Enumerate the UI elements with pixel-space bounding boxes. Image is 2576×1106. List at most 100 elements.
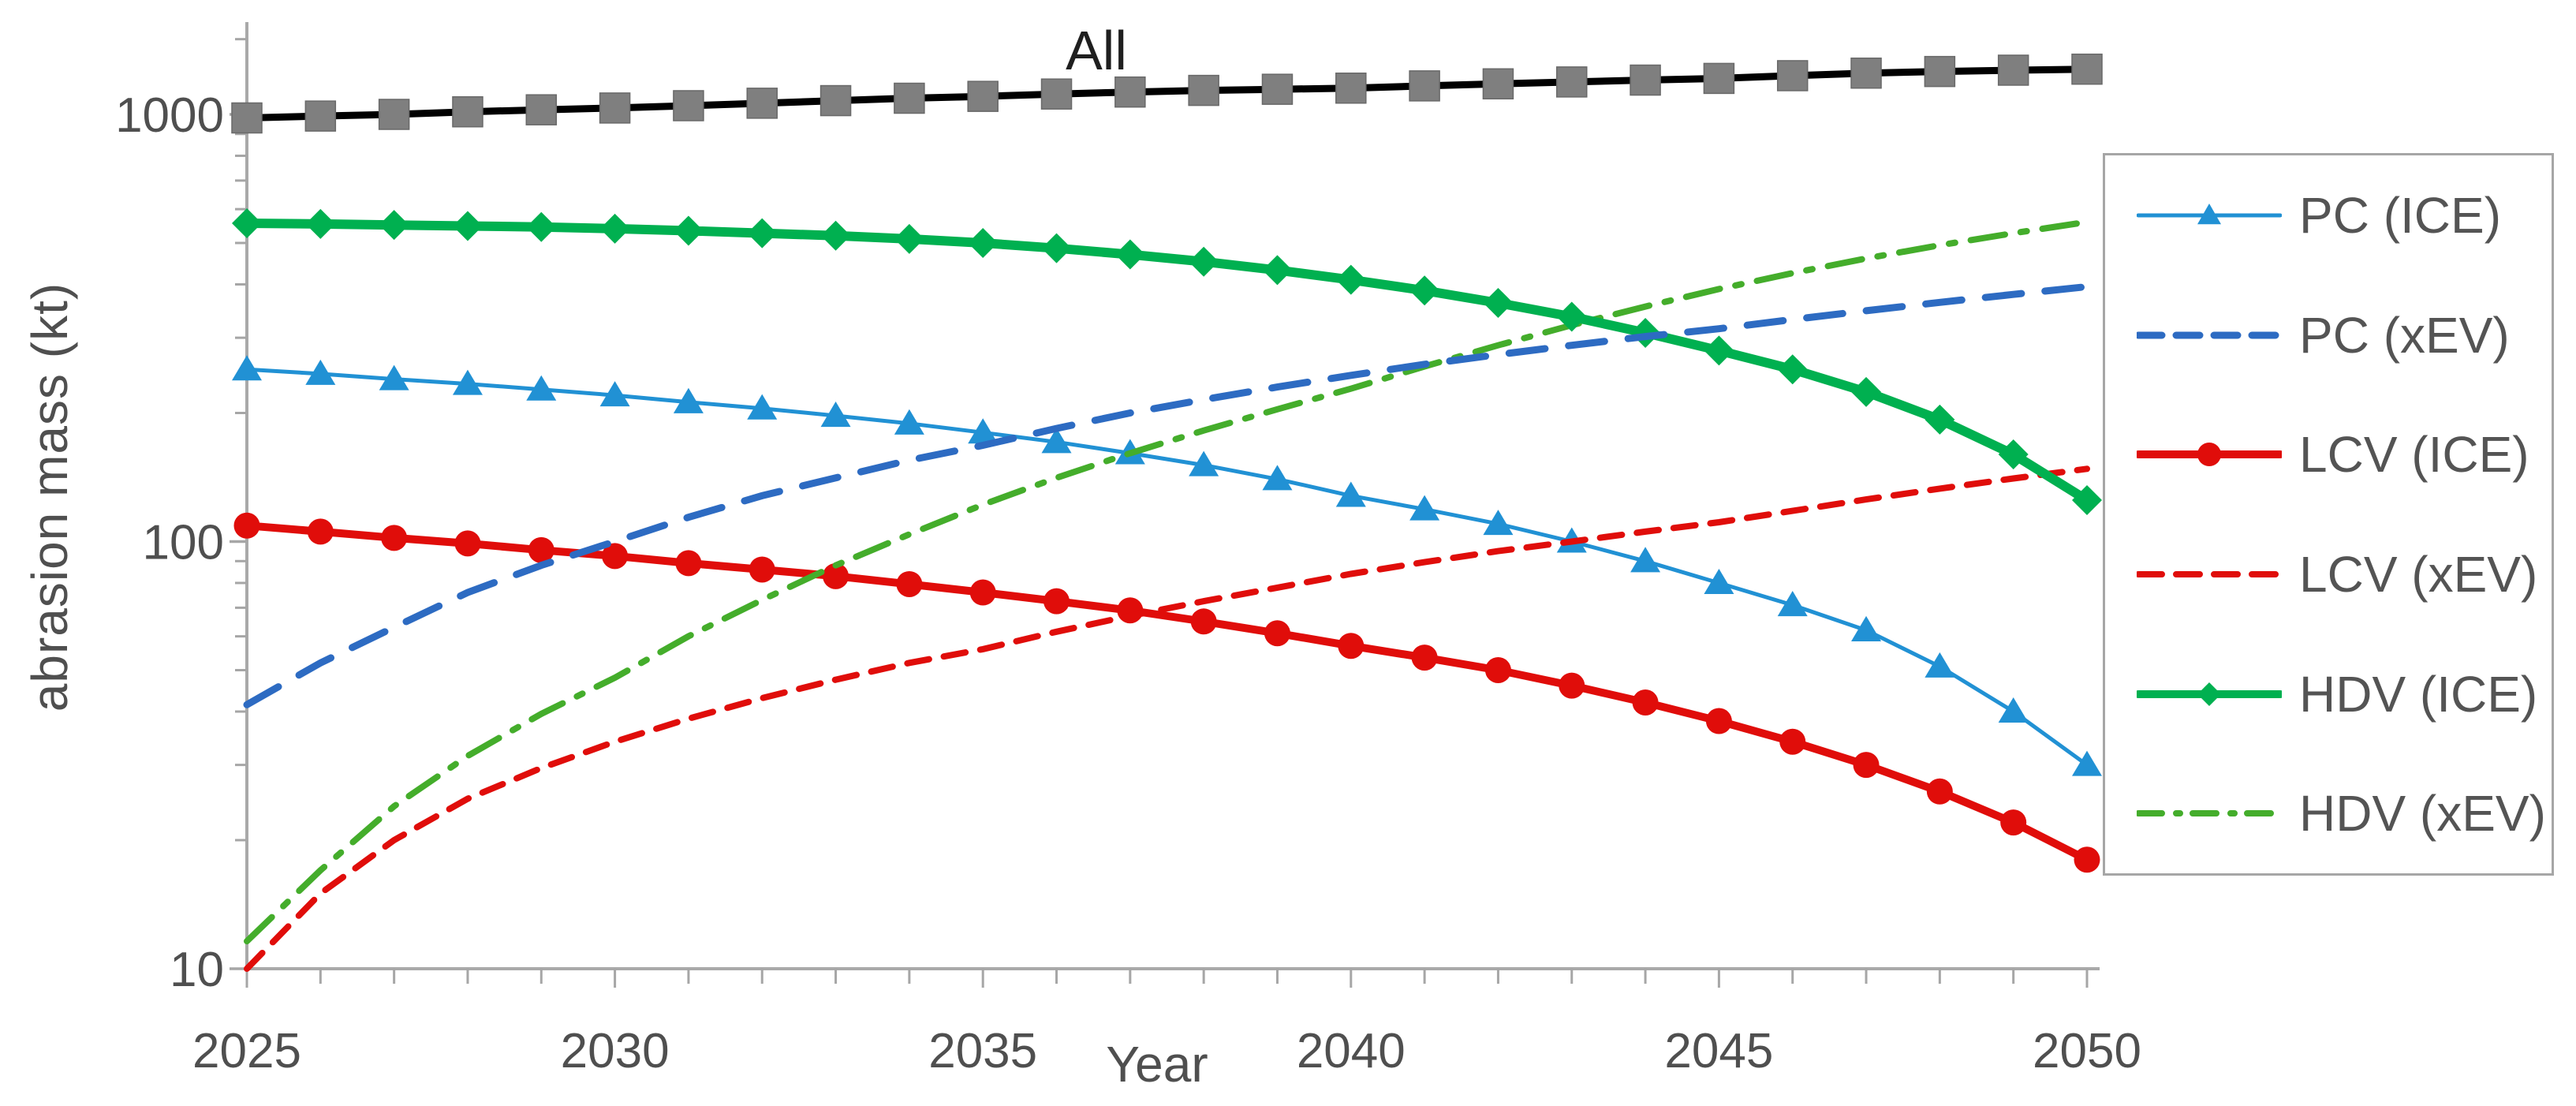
marker-all (746, 88, 778, 119)
legend-label: HDV (xEV) (2299, 785, 2546, 843)
series-line-lcv-xev (244, 465, 2090, 972)
marker-hdv-ice (2072, 485, 2102, 516)
marker-pc-ice (232, 355, 262, 381)
marker-all (1482, 68, 1514, 100)
marker-lcv-ice (454, 530, 481, 557)
legend-sample-line (2137, 570, 2282, 577)
legend-sample-lcv-ice-icon (2137, 437, 2282, 472)
legend-label: LCV (ICE) (2299, 426, 2529, 484)
marker-hdv-ice (599, 213, 630, 244)
series-line-all (243, 65, 2091, 121)
marker-all (967, 80, 999, 112)
marker-all (1114, 76, 1146, 108)
marker-pc-ice (894, 409, 924, 435)
marker-hdv-ice (1851, 376, 1882, 407)
legend-marker-lcv-ice (2197, 443, 2221, 467)
marker-lcv-ice (528, 536, 554, 563)
marker-lcv-ice (749, 556, 775, 583)
marker-lcv-ice (2000, 809, 2027, 836)
marker-hdv-ice (673, 215, 704, 246)
marker-pc-ice (2072, 750, 2102, 776)
marker-pc-ice (1189, 450, 1219, 476)
marker-lcv-ice (1338, 633, 1365, 659)
marker-hdv-ice (1704, 335, 1734, 366)
marker-hdv-ice (1041, 233, 1072, 263)
marker-lcv-ice (2074, 846, 2100, 873)
marker-hdv-ice (379, 210, 409, 241)
x-axis-ticks: 2025 2030 2035 2040 2045 2050 (192, 969, 2141, 1078)
marker-hdv-ice (1189, 246, 1219, 277)
y-tick-label: 100 (143, 516, 224, 570)
marker-hdv-ice (1409, 275, 1440, 306)
marker-pc-ice (1777, 591, 1808, 617)
legend-label: HDV (ICE) (2299, 665, 2538, 723)
marker-lcv-ice (1632, 689, 1659, 716)
y-axis-title: abrasion mass (kt) (21, 282, 78, 712)
y-axis-ticks: 10 100 1000 (115, 38, 247, 997)
series-all (231, 53, 2103, 134)
marker-lcv-ice (675, 550, 702, 577)
marker-lcv-ice (969, 579, 996, 606)
marker-pc-ice (673, 387, 704, 413)
x-tick-label: 2025 (192, 1024, 301, 1078)
legend-entry-lcv-xev: LCV (xEV) (2105, 514, 2552, 634)
legend-entry-lcv-ice: LCV (ICE) (2105, 394, 2552, 514)
x-tick-label: 2040 (1297, 1024, 1406, 1078)
series-line-pc-ice (245, 367, 2089, 768)
legend-sample-line (2137, 682, 2282, 706)
axes (245, 22, 2100, 970)
y-tick-label: 1000 (115, 88, 224, 143)
marker-all (1556, 66, 1588, 98)
marker-hdv-ice (1335, 264, 1366, 295)
legend-label: LCV (xEV) (2299, 545, 2538, 603)
marker-all (819, 84, 852, 117)
marker-all (1040, 78, 1073, 110)
marker-all (1997, 54, 2029, 86)
marker-pc-ice (305, 359, 336, 385)
legend-entry-pc-xev: PC (xEV) (2105, 275, 2552, 395)
marker-pc-ice (968, 418, 999, 444)
marker-all (304, 100, 337, 132)
marker-lcv-ice (602, 543, 629, 570)
marker-lcv-ice (1926, 778, 1953, 805)
marker-lcv-ice (1559, 672, 1585, 699)
marker-all (1409, 70, 1440, 102)
marker-all (1703, 62, 1735, 95)
marker-hdv-ice (1556, 301, 1587, 332)
marker-all (1630, 64, 1661, 96)
marker-pc-ice (1998, 697, 2029, 723)
marker-pc-ice (379, 364, 409, 390)
marker-hdv-ice (452, 211, 483, 241)
marker-pc-ice (1630, 547, 1661, 573)
marker-hdv-ice (1777, 354, 1808, 385)
marker-lcv-ice (233, 512, 260, 539)
marker-lcv-ice (896, 570, 923, 597)
marker-all (1188, 74, 1219, 106)
series-lcv-xev (244, 465, 2090, 972)
series-line-pc-xev (243, 282, 2091, 708)
marker-lcv-ice (823, 562, 849, 589)
marker-all (525, 94, 558, 125)
marker-all (599, 92, 631, 124)
x-tick-label: 2035 (928, 1024, 1037, 1078)
legend-sample-hdv-xev-icon (2137, 796, 2282, 831)
x-tick-label: 2030 (561, 1024, 670, 1078)
marker-hdv-ice (747, 218, 778, 248)
legend-entry-pc-ice: PC (ICE) (2105, 155, 2552, 275)
marker-all (1335, 72, 1367, 104)
legend-sample-line (2137, 443, 2282, 467)
marker-lcv-ice (1411, 645, 1438, 671)
chart-legend: PC (ICE) PC (xEV) LCV (ICE) LCV (xEV) HD… (2103, 153, 2554, 876)
marker-pc-ice (747, 394, 778, 420)
legend-sample-pc-ice-icon (2137, 198, 2282, 233)
marker-lcv-ice (381, 525, 408, 551)
marker-pc-ice (1925, 652, 1955, 678)
marker-pc-ice (1409, 495, 1440, 521)
marker-pc-ice (1041, 428, 1072, 454)
marker-all (2071, 53, 2103, 85)
legend-sample-hdv-ice-icon (2137, 677, 2282, 712)
marker-hdv-ice (894, 223, 924, 254)
marker-hdv-ice (305, 208, 336, 239)
